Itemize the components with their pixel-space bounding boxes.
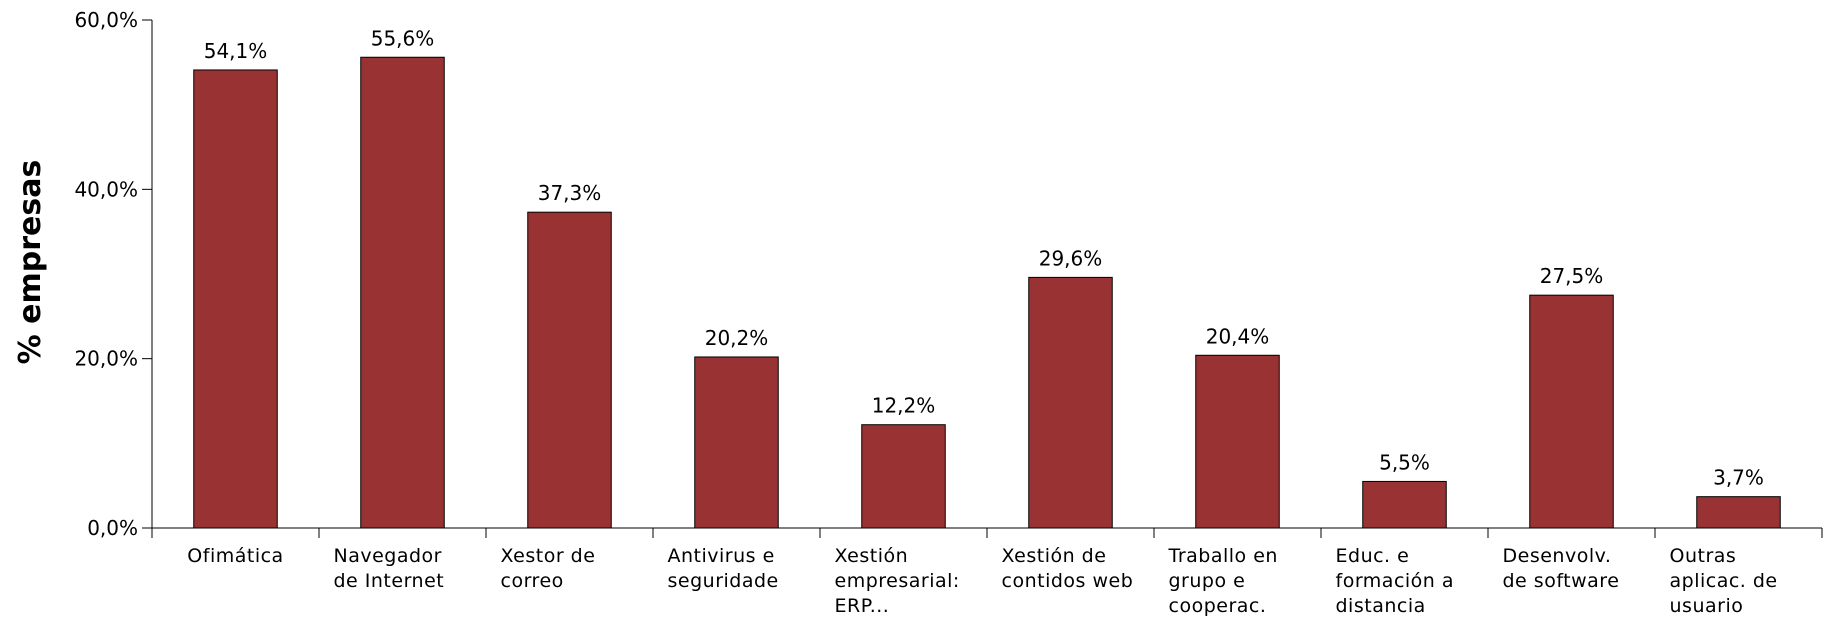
bar (527, 211, 612, 529)
x-tick-label: Antivirus e seguridade (667, 545, 779, 592)
x-tick-label: Xestión de contidos web (1001, 545, 1134, 592)
x-tick-label: Xestor de correo (500, 545, 596, 592)
bar (1529, 294, 1614, 529)
y-tick-label: 40,0% (74, 177, 138, 201)
bar (861, 424, 946, 529)
bar (1362, 480, 1447, 529)
y-tick-label: 20,0% (74, 347, 138, 371)
x-tick-label-box: Desenvolv. de software (1488, 544, 1655, 594)
data-label: 55,6% (371, 26, 435, 50)
bar (1028, 276, 1113, 529)
data-label: 54,1% (204, 39, 268, 63)
y-tick-label: 0,0% (87, 516, 138, 540)
data-label: 27,5% (1540, 264, 1604, 288)
x-tick-label-box: Educ. e formación a distancia (1321, 544, 1488, 619)
x-tick-label-box: Traballo en grupo e cooperac. (1154, 544, 1321, 619)
x-tick-label: Traballo en grupo e cooperac. (1168, 545, 1278, 617)
x-tick-label: Ofimática (187, 545, 284, 567)
data-label: 20,4% (1206, 324, 1270, 348)
x-tick-label: Xestión empresarial: ERP... (834, 545, 960, 617)
x-tick-label-box: Xestión de contidos web (987, 544, 1154, 594)
x-tick-label: Navegador de Internet (333, 545, 445, 592)
x-tick-label-box: Navegador de Internet (319, 544, 486, 594)
x-tick-label: Outras aplicac. de usuario (1669, 545, 1778, 617)
x-tick-label-box: Antivirus e seguridade (653, 544, 820, 594)
data-label: 37,3% (538, 181, 602, 205)
y-axis-label: % empresas (13, 160, 48, 365)
bar (360, 56, 445, 529)
y-tick-label: 60,0% (74, 8, 138, 32)
bar (1696, 496, 1781, 529)
data-label: 20,2% (705, 326, 769, 350)
bar (1195, 354, 1280, 529)
data-label: 12,2% (872, 394, 936, 418)
data-label: 3,7% (1713, 466, 1764, 490)
x-tick-label: Desenvolv. de software (1502, 545, 1620, 592)
x-tick-label: Educ. e formación a distancia (1335, 545, 1455, 617)
x-tick-label-box: Xestor de correo (486, 544, 653, 594)
x-tick-label-box: Outras aplicac. de usuario (1655, 544, 1822, 619)
data-label: 29,6% (1039, 246, 1103, 270)
bar (193, 69, 278, 529)
bar (694, 356, 779, 529)
x-tick-label-box: Ofimática (152, 544, 319, 569)
x-tick-label-box: Xestión empresarial: ERP... (820, 544, 987, 619)
data-label: 5,5% (1379, 450, 1430, 474)
